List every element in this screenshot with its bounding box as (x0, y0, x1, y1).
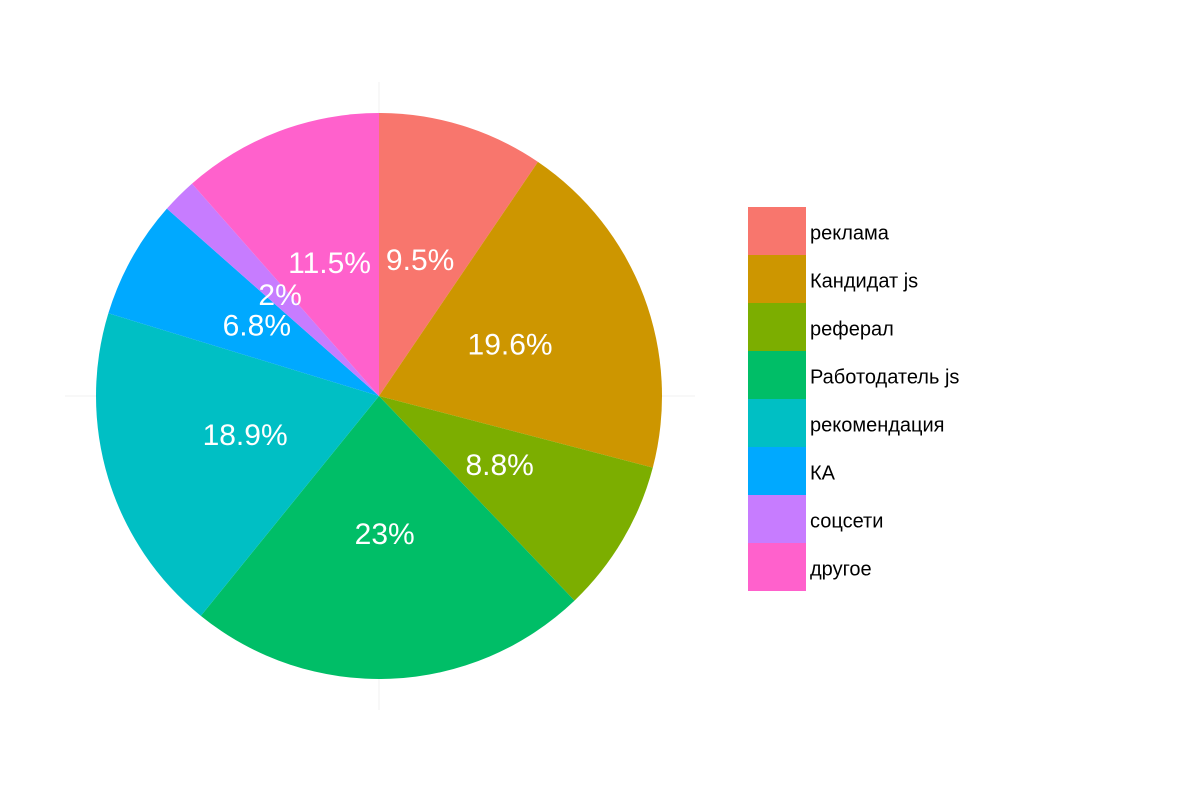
value-label: 19.6% (468, 329, 553, 362)
pie-slice (95, 313, 380, 616)
value-label: 9.5% (386, 244, 454, 277)
value-label: 18.9% (203, 419, 288, 452)
legend-label: реферал (810, 318, 894, 340)
legend-key (748, 303, 806, 351)
legend-label: Кандидат js (810, 270, 918, 292)
pie-slice (200, 396, 575, 679)
pie-slice (379, 161, 662, 468)
legend-label: реклама (810, 222, 890, 244)
legend-label: КА (810, 462, 836, 484)
legend-key (748, 207, 806, 255)
pie-slice (379, 113, 538, 396)
pie-slice (192, 113, 379, 396)
value-label: 11.5% (288, 247, 371, 280)
legend-label: другое (810, 558, 872, 580)
value-label: 6.8% (223, 310, 291, 343)
legend-key (748, 399, 806, 447)
value-label: 8.8% (465, 449, 533, 482)
legend-label: соцсети (810, 510, 883, 532)
value-label: 23% (355, 518, 415, 551)
legend-key (748, 351, 806, 399)
pie-slice (166, 183, 379, 396)
legend-label: Работодатель js (810, 366, 959, 388)
pie-slice (379, 396, 653, 601)
pie-slice (108, 208, 380, 396)
legend-key (748, 495, 806, 543)
legend-label: рекомендация (810, 414, 945, 436)
legend-key (748, 255, 806, 303)
value-label: 2% (258, 279, 301, 312)
legend-key (748, 447, 806, 495)
legend-key (748, 543, 806, 591)
